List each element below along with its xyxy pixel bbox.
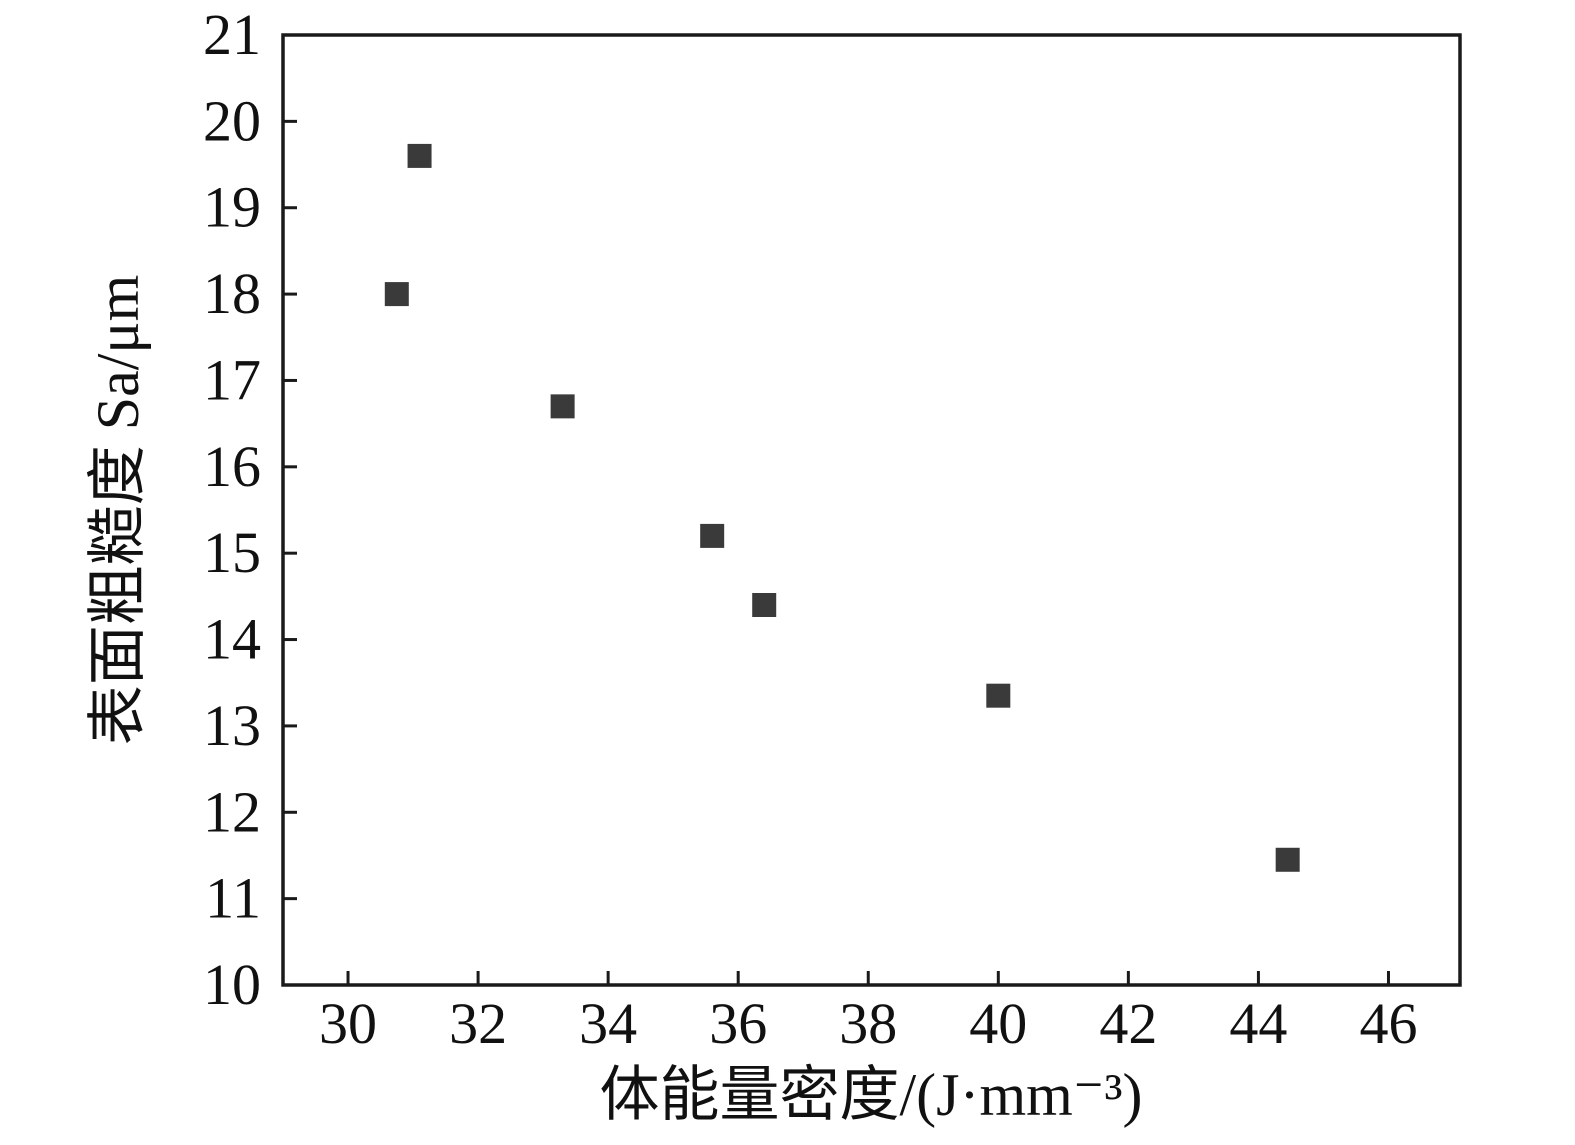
y-tick-label: 14: [203, 607, 261, 672]
data-point: [384, 282, 409, 307]
y-tick-label: 12: [203, 779, 261, 844]
y-tick-label: 13: [203, 693, 261, 758]
y-tick-label: 11: [205, 866, 261, 931]
data-point: [1275, 847, 1300, 872]
axis-ticks: [283, 33, 1390, 987]
axis-tick-labels: 30 32 34 36 38 40 42 44 46 10 11 12 13 14 15 16 17 18 19 20…: [203, 2, 1417, 1056]
x-tick-label: 30: [319, 991, 377, 1056]
x-tick-label: 34: [579, 991, 637, 1056]
data-point: [407, 143, 432, 168]
x-tick-label: 42: [1099, 991, 1157, 1056]
y-tick-label: 21: [203, 2, 261, 67]
x-tick-label: 36: [709, 991, 767, 1056]
x-tick-label: 40: [969, 991, 1027, 1056]
y-axis-title: 表面粗糙度 Sa/μm: [85, 275, 151, 746]
x-tick-label: 32: [449, 991, 507, 1056]
x-tick-label: 44: [1229, 991, 1287, 1056]
y-tick-label: 18: [203, 261, 261, 326]
y-tick-label: 10: [203, 952, 261, 1017]
y-tick-label: 20: [203, 88, 261, 153]
y-tick-label: 17: [203, 347, 261, 412]
y-tick-label: 15: [203, 520, 261, 585]
data-point-series: [384, 143, 1300, 872]
data-point: [752, 593, 777, 617]
data-point: [986, 683, 1011, 708]
y-tick-label: 16: [203, 434, 261, 499]
x-tick-label: 38: [839, 991, 897, 1056]
data-point: [550, 394, 575, 419]
x-tick-label: 46: [1359, 991, 1417, 1056]
plot-border: [281, 33, 1462, 987]
x-axis-title: 体能量密度/(J·mm⁻³): [600, 1062, 1143, 1128]
plot-frame: [281, 33, 1462, 987]
y-tick-label: 19: [203, 175, 261, 240]
data-point: [700, 523, 725, 548]
